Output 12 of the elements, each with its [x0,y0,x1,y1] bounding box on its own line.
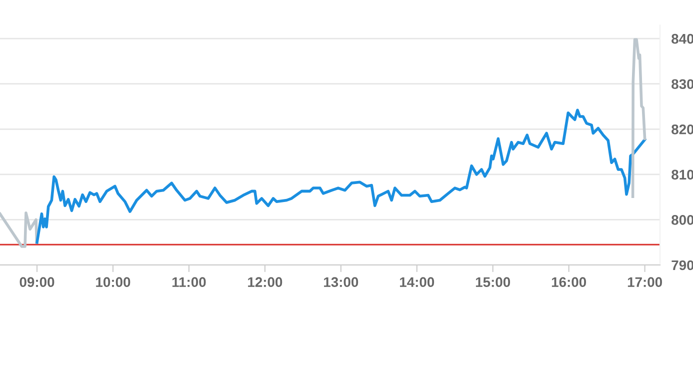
x-tick-label: 16:00 [552,277,586,288]
x-tick-label: 09:00 [20,277,54,288]
x-tick-label: 14:00 [400,277,434,288]
x-tick-label: 17:00 [628,277,662,288]
x-tick-label: 10:00 [96,277,130,288]
x-tick-label: 11:00 [172,277,206,288]
x-tick-label: 12:00 [248,277,282,288]
x-tick-label: 13:00 [324,277,358,288]
line-series [36,108,646,244]
line-series [0,212,38,248]
x-tick-label: 15:00 [476,277,510,288]
line-series [631,38,646,198]
